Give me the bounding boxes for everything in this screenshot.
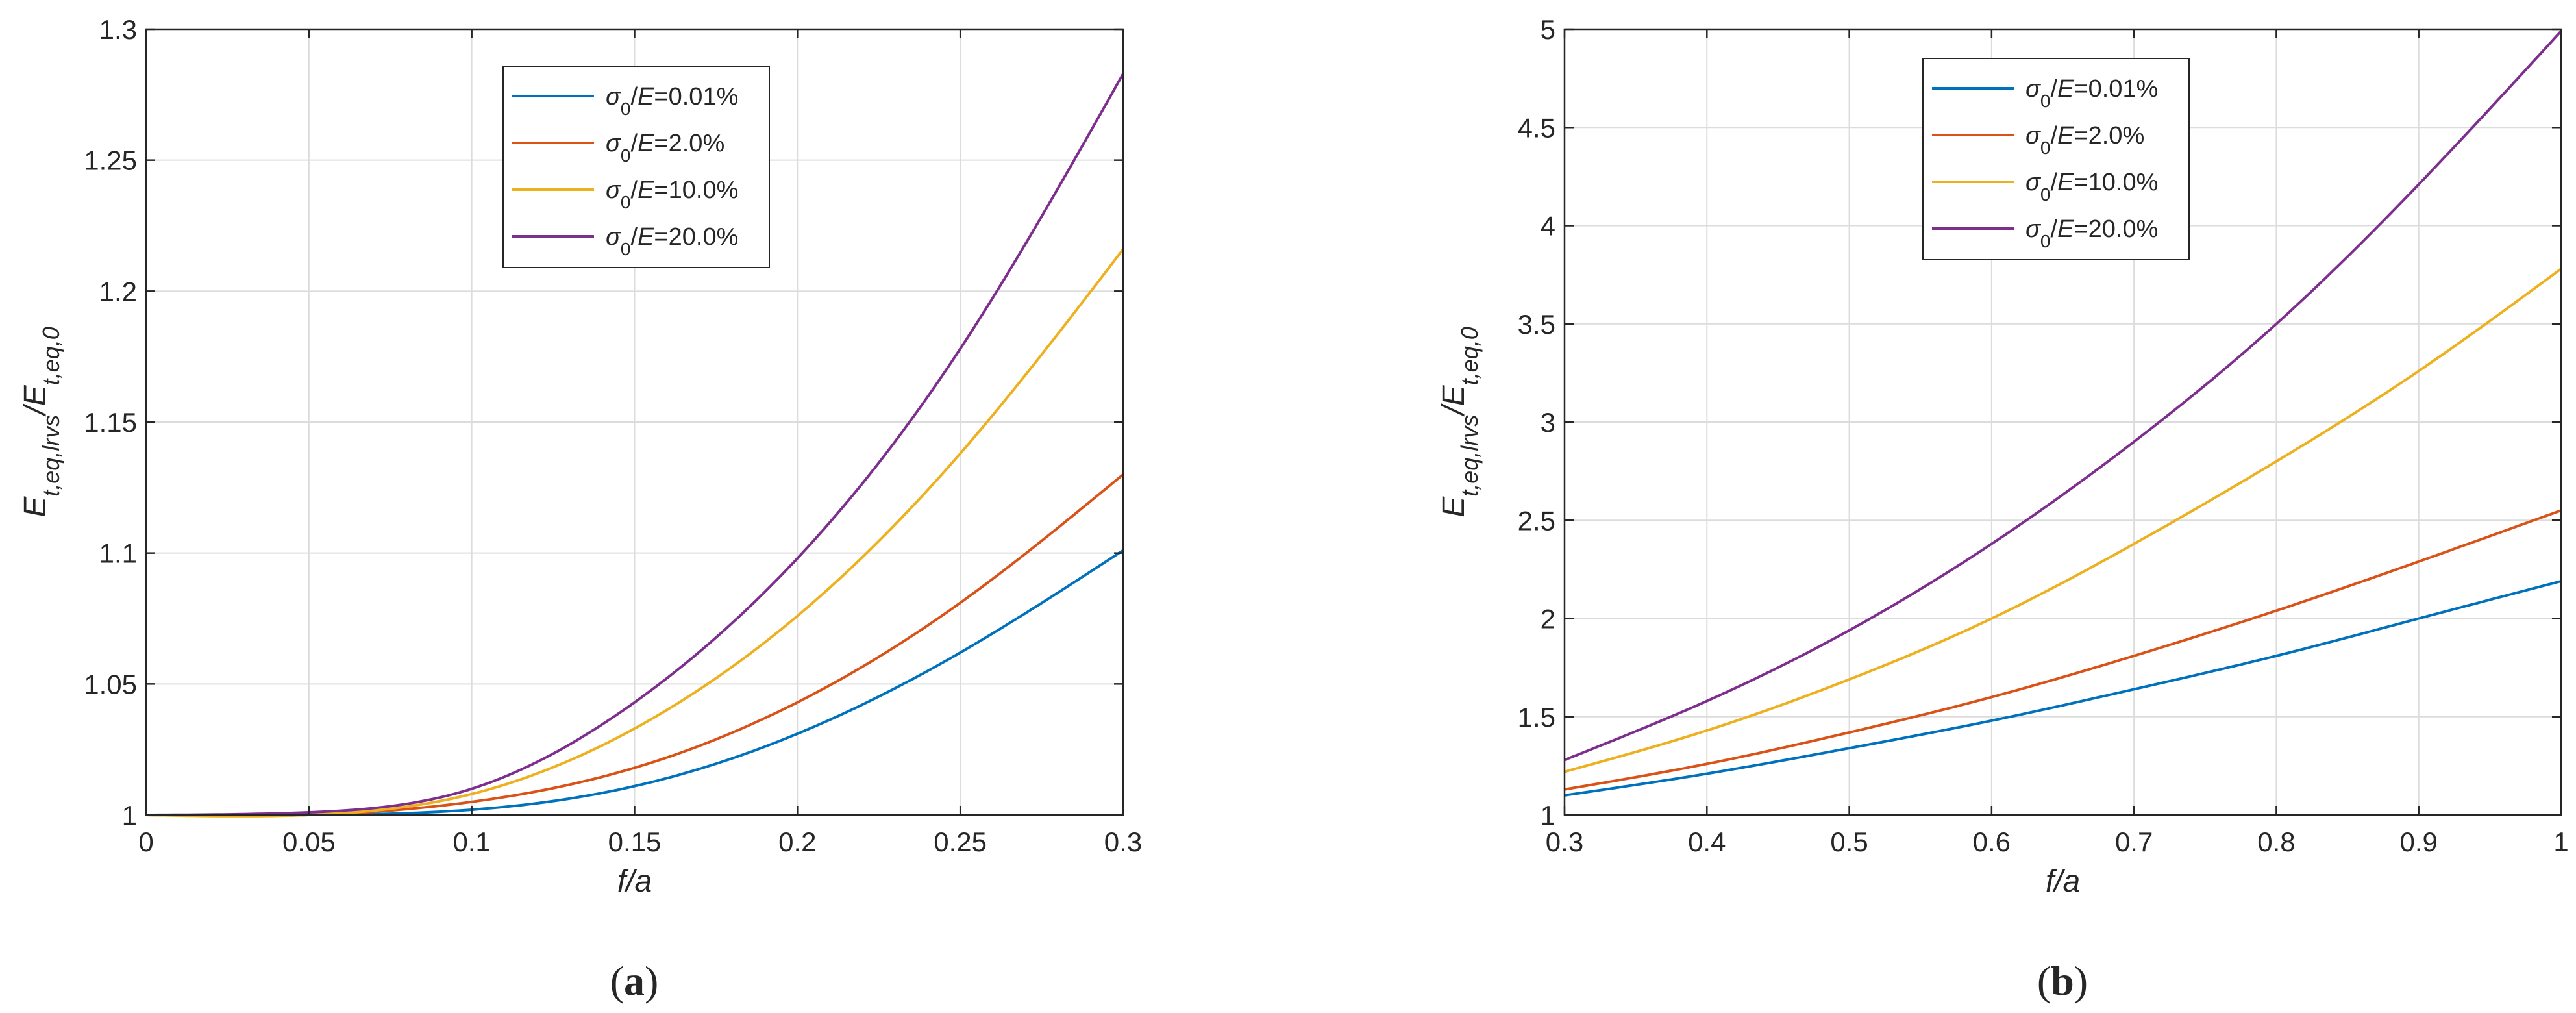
legend-entry: σ0/E=20.0%	[2025, 216, 2158, 251]
legend-entry: σ0/E=10.0%	[606, 177, 738, 212]
y-tick-label: 1.25	[84, 145, 137, 176]
x-tick-label: 0.1	[452, 827, 490, 857]
y-tick-label: 1.15	[84, 407, 137, 438]
legend-entry: σ0/E=0.01%	[606, 83, 738, 119]
y-axis-label: Et,eq,lrvs/Et,eq,0	[18, 327, 64, 518]
x-tick-label: 1	[2553, 827, 2568, 857]
x-tick-label: 0.7	[2115, 827, 2153, 857]
panel-caption: (a)	[610, 958, 659, 1004]
y-tick-label: 1	[1541, 800, 1555, 831]
series-line	[1564, 268, 2562, 773]
y-tick-label: 2.5	[1518, 505, 1555, 536]
x-tick-label: 0.15	[608, 827, 662, 857]
legend-entry: σ0/E=20.0%	[606, 223, 738, 259]
x-tick-label: 0.8	[2257, 827, 2295, 857]
x-tick-label: 0.3	[1546, 827, 1583, 857]
legend: σ0/E=0.01% σ0/E=2.0% σ0/E=10.0% σ0/E=20.0%	[1922, 58, 2190, 260]
panel-caption: (b)	[2037, 958, 2088, 1004]
y-tick-label: 3	[1541, 407, 1555, 438]
y-tick-label: 1.2	[99, 276, 137, 306]
legend-entry: σ0/E=2.0%	[2025, 122, 2144, 158]
series-line	[1564, 509, 2562, 791]
series-line	[1564, 580, 2562, 797]
legend-entry: σ0/E=10.0%	[2025, 169, 2158, 205]
y-tick-label: 4.5	[1518, 112, 1555, 143]
x-tick-label: 0	[138, 827, 153, 857]
chart-b: 0.3 0.4 0.5 0.6 0.7 0.8 0.9 1 1 1.5 2 2.5 3 3.5 4 4.5 5 f…	[1437, 14, 2569, 1004]
y-axis-label: Et,eq,lrvs/Et,eq,0	[1437, 327, 1483, 518]
legend-box	[502, 66, 770, 268]
y-tick-label: 4	[1541, 211, 1555, 242]
x-tick-label: 0.3	[1104, 827, 1142, 857]
y-tick-label: 5	[1541, 14, 1555, 45]
legend-entry: σ0/E=2.0%	[606, 130, 724, 166]
x-tick-label: 0.05	[282, 827, 336, 857]
x-tick-label: 0.25	[934, 827, 987, 857]
y-tick-label: 1.3	[99, 14, 137, 45]
x-tick-label: 0.4	[1688, 827, 1726, 857]
y-tick-label: 2	[1541, 604, 1555, 634]
x-axis-label: f/a	[617, 864, 652, 899]
x-tick-label: 0.9	[2400, 827, 2438, 857]
chart-a: 0 0.05 0.1 0.15 0.2 0.25 0.3 1 1.05 1.1 1.15 1.2 1.2…	[18, 14, 1142, 1004]
y-tick-label: 1.1	[99, 538, 137, 569]
x-tick-label: 0.6	[1973, 827, 2011, 857]
x-axis-label: f/a	[2046, 864, 2080, 899]
y-tick-label: 1	[122, 800, 137, 831]
x-tick-label: 0.2	[778, 827, 816, 857]
y-tick-label: 3.5	[1518, 309, 1555, 340]
x-tick-label: 0.5	[1830, 827, 1868, 857]
legend-box	[1922, 58, 2190, 260]
legend: σ0/E=0.01% σ0/E=2.0% σ0/E=10.0% σ0/E=20.0%	[502, 66, 770, 268]
legend-entry: σ0/E=0.01%	[2025, 75, 2158, 111]
y-tick-label: 1.5	[1518, 702, 1555, 732]
y-tick-label: 1.05	[84, 669, 137, 699]
series-line	[1564, 30, 2562, 762]
